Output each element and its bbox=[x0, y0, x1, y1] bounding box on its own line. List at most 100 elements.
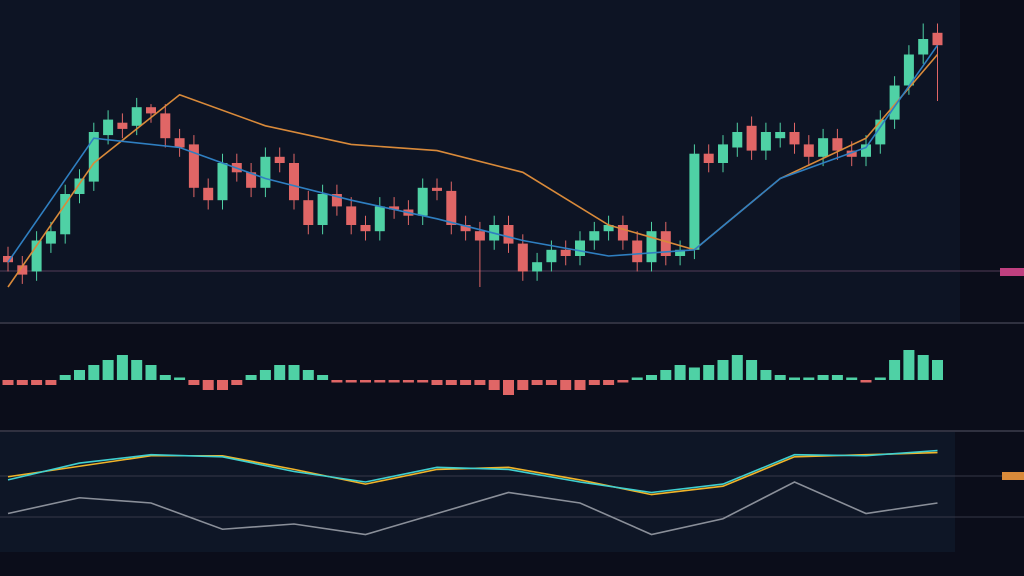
candle-body bbox=[360, 225, 371, 232]
candle-body bbox=[546, 249, 557, 263]
histogram-bar bbox=[574, 380, 586, 390]
histogram-bar bbox=[360, 380, 371, 383]
histogram-bar bbox=[345, 380, 357, 383]
histogram-bar bbox=[488, 380, 500, 390]
candle-body bbox=[188, 144, 199, 188]
histogram-bar bbox=[259, 370, 271, 380]
indicator-line bbox=[7, 481, 938, 536]
histogram-bar bbox=[731, 355, 743, 380]
candle-body bbox=[732, 132, 743, 148]
histogram-bar bbox=[331, 380, 343, 383]
histogram-bar bbox=[503, 380, 514, 395]
histogram-bar bbox=[102, 360, 114, 380]
candle-body bbox=[203, 187, 214, 201]
histogram-bar bbox=[116, 355, 128, 380]
indicator-line bbox=[7, 44, 939, 263]
candle-body bbox=[789, 132, 800, 145]
histogram-bar bbox=[688, 367, 700, 380]
histogram-bar bbox=[202, 380, 214, 390]
candle-body bbox=[832, 138, 843, 151]
candle-body bbox=[474, 231, 485, 241]
candle-body bbox=[88, 132, 99, 182]
candle-body bbox=[131, 107, 142, 126]
candle-body bbox=[932, 32, 943, 46]
candle-body bbox=[160, 113, 171, 139]
histogram-bar bbox=[159, 375, 171, 380]
oscillator-panel bbox=[0, 432, 955, 552]
candle-body bbox=[60, 194, 71, 235]
histogram-bar bbox=[302, 370, 314, 380]
histogram-bar bbox=[545, 380, 557, 385]
candle-body bbox=[861, 144, 871, 157]
histogram-bar bbox=[374, 380, 386, 383]
histogram-bar bbox=[560, 380, 572, 390]
candle-body bbox=[760, 132, 771, 151]
candle-body bbox=[17, 265, 28, 275]
candle-body bbox=[718, 144, 728, 163]
candle-body bbox=[146, 107, 156, 114]
histogram-bar bbox=[45, 380, 57, 385]
candle-body bbox=[331, 194, 342, 207]
candle-body bbox=[260, 156, 271, 188]
histogram-bar bbox=[317, 375, 329, 380]
histogram-bar bbox=[174, 377, 186, 380]
histogram-bar bbox=[460, 380, 472, 385]
candle-body bbox=[374, 206, 385, 232]
candle-body bbox=[575, 240, 585, 256]
indicator-line bbox=[7, 53, 939, 288]
candle-body bbox=[389, 206, 400, 210]
candle-body bbox=[603, 225, 614, 232]
histogram-bar bbox=[231, 380, 243, 385]
indicator-line bbox=[7, 449, 938, 494]
histogram-bar bbox=[703, 365, 715, 380]
histogram-bar bbox=[388, 380, 400, 383]
candle-body bbox=[346, 206, 357, 225]
candle-body bbox=[532, 262, 543, 272]
candle-body bbox=[846, 150, 857, 157]
candle-body bbox=[103, 119, 114, 136]
candle-body bbox=[875, 119, 886, 145]
candle-body bbox=[560, 249, 571, 256]
candle-body bbox=[303, 200, 314, 225]
histogram-bar bbox=[188, 380, 200, 385]
candle-body bbox=[617, 225, 628, 241]
histogram-bar bbox=[846, 377, 858, 380]
candle-body bbox=[918, 39, 929, 55]
candle-body bbox=[889, 85, 900, 120]
candle-body bbox=[703, 153, 714, 163]
candle-body bbox=[517, 243, 528, 272]
histogram-bar bbox=[74, 370, 85, 380]
value-tag bbox=[1002, 472, 1024, 480]
candle-body bbox=[818, 138, 829, 157]
histogram-bar bbox=[860, 380, 872, 383]
histogram-bar bbox=[817, 375, 829, 380]
histogram-bar bbox=[431, 380, 443, 385]
histogram-bar bbox=[531, 380, 543, 385]
histogram-bar bbox=[760, 370, 772, 380]
candle-body bbox=[675, 249, 686, 256]
histogram-bar bbox=[288, 365, 300, 380]
histogram-bar bbox=[131, 360, 143, 380]
histogram-bar bbox=[646, 375, 657, 380]
candle-body bbox=[803, 144, 814, 157]
histogram-bar bbox=[588, 380, 600, 385]
histogram-bar bbox=[245, 375, 257, 380]
candle-body bbox=[274, 156, 285, 163]
candle-body bbox=[217, 163, 228, 201]
histogram-bar bbox=[932, 360, 943, 380]
histogram-bar bbox=[746, 360, 758, 380]
histogram-bar bbox=[31, 380, 43, 385]
candle-body bbox=[746, 125, 757, 151]
histogram-bar bbox=[917, 355, 929, 380]
histogram-bar bbox=[603, 380, 615, 385]
histogram-bar bbox=[474, 380, 486, 385]
candle-body bbox=[246, 172, 257, 188]
histogram-bar bbox=[274, 365, 286, 380]
candle-body bbox=[432, 187, 442, 191]
candle-body bbox=[45, 231, 56, 244]
candle-body bbox=[117, 122, 128, 129]
histogram-bar bbox=[674, 365, 686, 380]
candle-body bbox=[503, 225, 514, 244]
histogram-bar bbox=[874, 377, 886, 380]
histogram-bar bbox=[660, 370, 672, 380]
